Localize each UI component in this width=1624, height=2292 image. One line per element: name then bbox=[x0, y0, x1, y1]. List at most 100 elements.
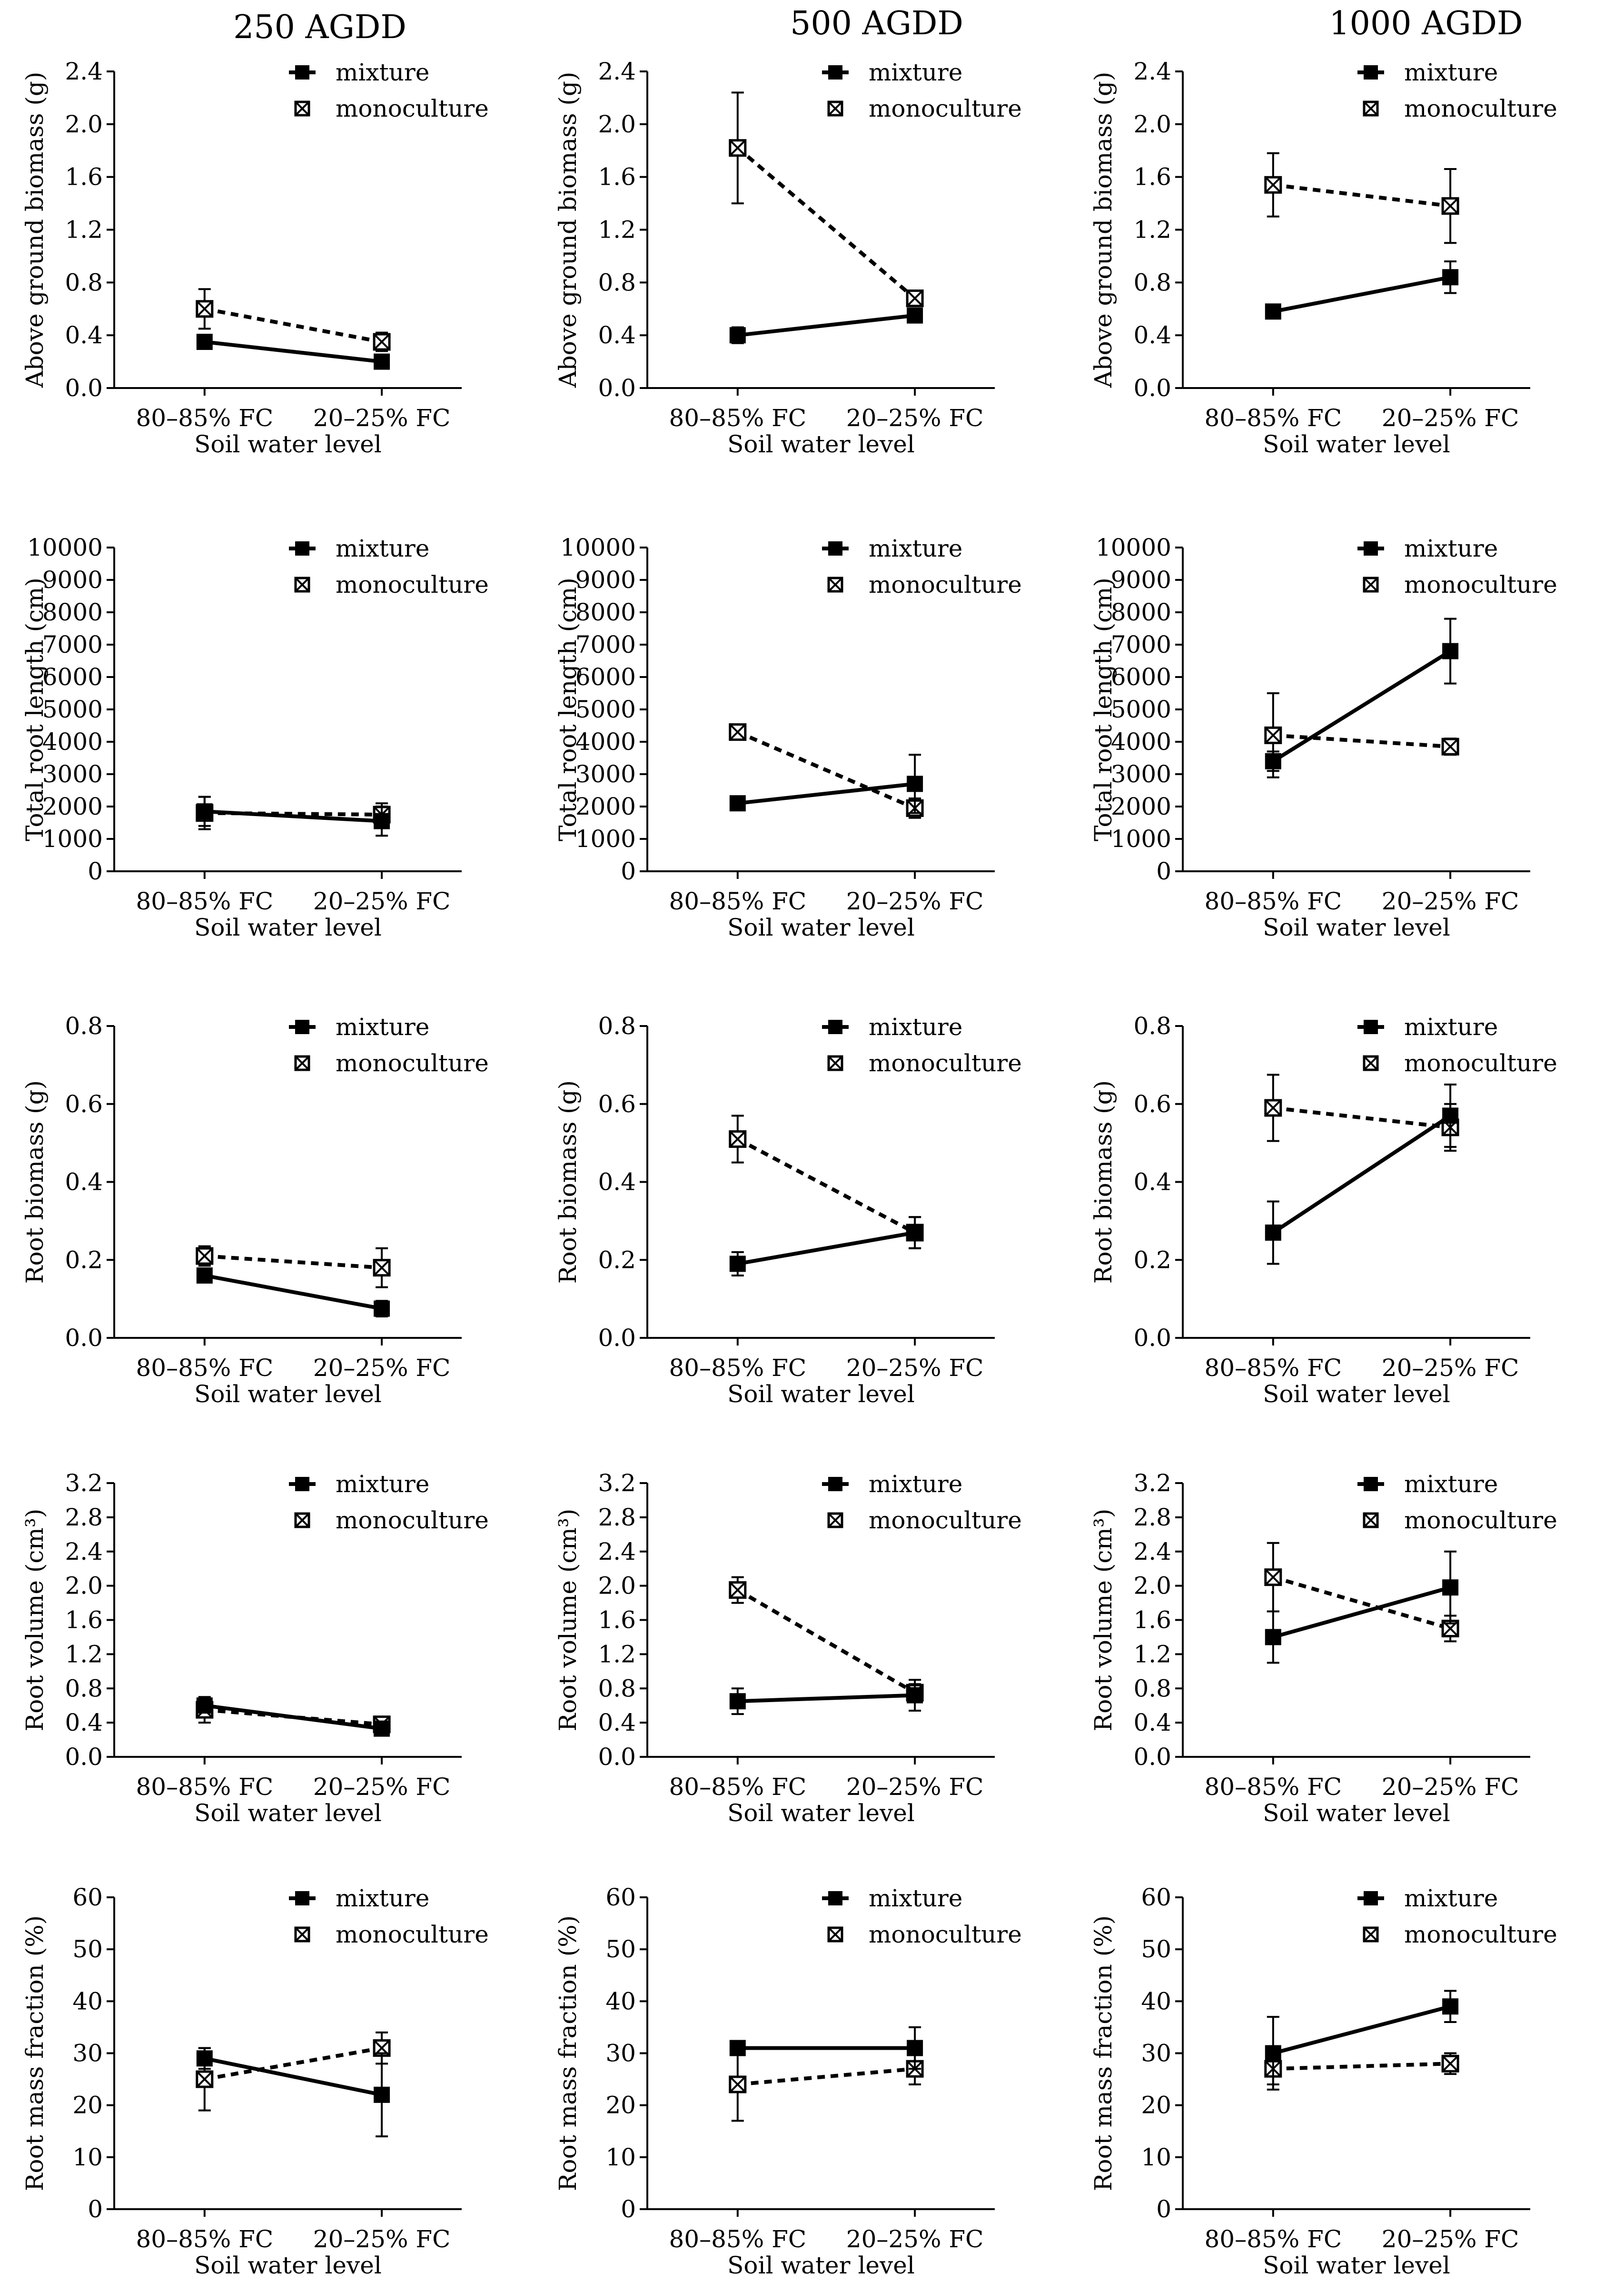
y-tick-label: 0.0 bbox=[1133, 1324, 1171, 1352]
y-tick-label: 8000 bbox=[1111, 598, 1171, 626]
y-tick-label: 0.6 bbox=[598, 1090, 636, 1118]
panel-agb-1000: 0.0 0.4 0.8 1.2 1.6 2.0 2.4 80–85% FC 20–25% FCS… bbox=[1089, 58, 1557, 458]
y-tick-label: 2000 bbox=[42, 793, 103, 820]
legend-marker-cross bbox=[295, 1927, 310, 1942]
x-tick-label: 80–85% FC bbox=[1204, 1354, 1342, 1382]
point-mixture bbox=[196, 1697, 213, 1714]
point-monoculture-cross bbox=[196, 300, 213, 318]
y-axis-title: Root mass fraction (%) bbox=[1089, 1915, 1117, 2191]
series-line-monoculture bbox=[736, 1137, 916, 1235]
legend-label-monoculture: monoculture bbox=[869, 1049, 1022, 1077]
column-title-250: 250 AGDD bbox=[233, 9, 406, 46]
y-tick-label: 0 bbox=[1156, 2195, 1171, 2223]
x-tick-label: 20–25% FC bbox=[1382, 404, 1519, 432]
point-monoculture-cross bbox=[1265, 727, 1282, 744]
y-tick-label: 10 bbox=[72, 2143, 103, 2171]
y-tick-label: 8000 bbox=[575, 598, 636, 626]
y-tick-label: 10 bbox=[1141, 2143, 1171, 2171]
point-monoculture-cross bbox=[1442, 2055, 1459, 2072]
y-tick-label: 1.2 bbox=[65, 1640, 103, 1668]
x-tick-label: 20–25% FC bbox=[1382, 887, 1519, 915]
y-axis-title: Above ground biomass (g) bbox=[21, 72, 49, 389]
legend-marker-mixture bbox=[828, 1477, 842, 1491]
y-tick-label: 7000 bbox=[575, 631, 636, 658]
y-tick-label: 2.0 bbox=[1133, 1572, 1171, 1600]
y-tick-label: 0 bbox=[621, 857, 636, 885]
y-tick-label: 0 bbox=[88, 857, 103, 885]
legend-marker-mixture bbox=[828, 1891, 842, 1905]
y-tick-label: 40 bbox=[1141, 1987, 1171, 2015]
legend-marker-mixture bbox=[828, 1020, 842, 1034]
y-tick-label: 0.0 bbox=[1133, 1743, 1171, 1771]
x-axis-title: Soil water level bbox=[1263, 430, 1450, 458]
x-axis-title: Soil water level bbox=[727, 914, 915, 941]
x-tick-label: 80–85% FC bbox=[669, 887, 806, 915]
x-tick-label: 20–25% FC bbox=[313, 1773, 451, 1801]
series-line-monoculture bbox=[204, 2046, 382, 2082]
y-tick-label: 40 bbox=[72, 1987, 103, 2015]
legend-marker-cross bbox=[828, 577, 843, 592]
y-tick-label: 2000 bbox=[1111, 793, 1171, 820]
series-line-mixture bbox=[204, 1274, 382, 1311]
y-axis-title: Root biomass (g) bbox=[554, 1080, 582, 1284]
point-mixture bbox=[907, 2040, 923, 2056]
y-tick-label: 2.0 bbox=[598, 1572, 636, 1600]
point-mixture bbox=[907, 1224, 923, 1241]
point-monoculture-cross bbox=[1442, 738, 1459, 755]
series-line-monoculture bbox=[1273, 1106, 1451, 1129]
x-tick-label: 80–85% FC bbox=[136, 1773, 273, 1801]
y-tick-label: 50 bbox=[72, 1935, 103, 1963]
legend-label-monoculture: monoculture bbox=[1404, 1921, 1557, 1948]
point-mixture bbox=[1265, 1224, 1281, 1241]
x-axis-title: Soil water level bbox=[727, 1799, 915, 1827]
x-axis-title: Soil water level bbox=[194, 1380, 382, 1408]
point-mixture bbox=[374, 1300, 390, 1317]
legend-label-monoculture: monoculture bbox=[1404, 95, 1557, 122]
point-monoculture-cross bbox=[729, 1131, 746, 1147]
y-tick-label: 2.0 bbox=[65, 110, 103, 138]
y-axis-title: Root biomass (g) bbox=[21, 1080, 49, 1284]
legend-label-monoculture: monoculture bbox=[336, 1921, 489, 1948]
y-tick-label: 3.2 bbox=[1133, 1469, 1171, 1497]
y-tick-label: 10 bbox=[605, 2143, 636, 2171]
x-tick-label: 80–85% FC bbox=[669, 1354, 806, 1382]
x-tick-label: 20–25% FC bbox=[1382, 2225, 1519, 2253]
legend-marker-cross bbox=[1363, 1056, 1378, 1071]
legend-marker-cross bbox=[295, 1513, 310, 1528]
panel-rv-500: 0.0 0.4 0.8 1.2 1.6 2.0 2.4 2.8 3.2 80–85% FC 20–2… bbox=[554, 1469, 1022, 1827]
y-axis-title: Root volume (cm³) bbox=[554, 1509, 582, 1732]
y-tick-label: 3000 bbox=[1111, 760, 1171, 788]
y-axis-title: Root volume (cm³) bbox=[1089, 1509, 1117, 1732]
legend-label-mixture: mixture bbox=[336, 1884, 429, 1912]
y-tick-label: 2.4 bbox=[65, 58, 103, 85]
x-axis-title: Soil water level bbox=[1263, 2252, 1450, 2279]
point-mixture bbox=[1442, 1107, 1459, 1124]
point-mixture bbox=[1442, 269, 1459, 286]
y-tick-label: 2.4 bbox=[598, 58, 636, 85]
y-axis-title: Root mass fraction (%) bbox=[21, 1915, 49, 2191]
x-axis-title: Soil water level bbox=[194, 914, 382, 941]
y-tick-label: 2.4 bbox=[1133, 1538, 1171, 1565]
y-tick-label: 4000 bbox=[1111, 728, 1171, 756]
legend-marker-mixture bbox=[1364, 65, 1378, 80]
x-tick-label: 80–85% FC bbox=[1204, 2225, 1342, 2253]
legend-marker-cross bbox=[295, 1056, 310, 1071]
y-tick-label: 0.6 bbox=[65, 1090, 103, 1118]
point-monoculture-cross bbox=[729, 724, 746, 741]
legend-marker-cross bbox=[1363, 101, 1378, 116]
y-tick-label: 7000 bbox=[42, 631, 103, 658]
series-line-mixture bbox=[1272, 1585, 1451, 1639]
legend-marker-cross bbox=[828, 1513, 843, 1528]
series-line-monoculture bbox=[204, 1254, 382, 1270]
y-tick-label: 0 bbox=[1156, 857, 1171, 885]
legend-label-monoculture: monoculture bbox=[1404, 1049, 1557, 1077]
legend-marker-mixture bbox=[828, 541, 842, 556]
x-tick-label: 20–25% FC bbox=[313, 1354, 451, 1382]
y-tick-label: 8000 bbox=[42, 598, 103, 626]
y-axis-title: Root biomass (g) bbox=[1089, 1080, 1117, 1284]
legend-marker-mixture bbox=[1364, 1020, 1378, 1034]
legend-label-monoculture: monoculture bbox=[869, 1921, 1022, 1948]
